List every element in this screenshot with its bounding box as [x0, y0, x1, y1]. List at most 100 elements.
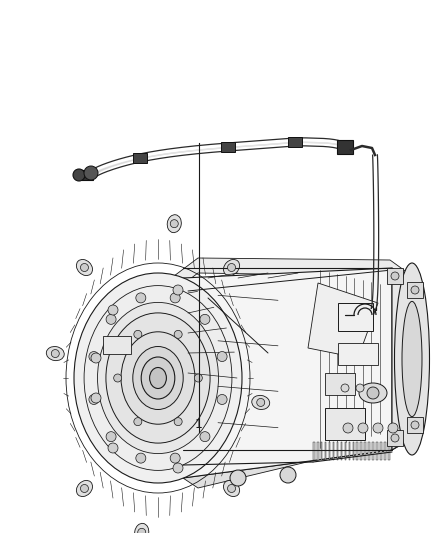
- Circle shape: [217, 394, 227, 405]
- Circle shape: [138, 528, 146, 533]
- Ellipse shape: [402, 301, 422, 417]
- Circle shape: [343, 423, 353, 433]
- Bar: [221, 142, 235, 152]
- Circle shape: [173, 463, 183, 473]
- Ellipse shape: [252, 395, 270, 409]
- Circle shape: [81, 484, 88, 492]
- Circle shape: [108, 443, 118, 453]
- Polygon shape: [317, 442, 318, 460]
- Circle shape: [174, 330, 182, 338]
- Polygon shape: [372, 442, 374, 460]
- Ellipse shape: [84, 286, 232, 471]
- Circle shape: [341, 384, 349, 392]
- Polygon shape: [341, 442, 342, 460]
- Circle shape: [173, 285, 183, 295]
- Ellipse shape: [134, 523, 149, 533]
- Ellipse shape: [121, 332, 195, 424]
- Polygon shape: [321, 442, 322, 460]
- Polygon shape: [376, 442, 378, 460]
- Bar: [288, 137, 302, 147]
- Circle shape: [170, 293, 180, 303]
- Polygon shape: [357, 442, 358, 460]
- Circle shape: [170, 453, 180, 463]
- Circle shape: [108, 305, 118, 315]
- Polygon shape: [308, 283, 378, 358]
- Circle shape: [373, 423, 383, 433]
- Bar: [337, 140, 353, 154]
- Bar: [338, 303, 373, 331]
- Circle shape: [106, 432, 116, 442]
- Circle shape: [170, 220, 178, 228]
- Polygon shape: [368, 442, 370, 460]
- Circle shape: [81, 263, 88, 271]
- Circle shape: [217, 352, 227, 361]
- Bar: [387, 430, 403, 446]
- Bar: [325, 373, 355, 395]
- Circle shape: [89, 352, 99, 361]
- Circle shape: [391, 434, 399, 442]
- Ellipse shape: [76, 260, 92, 276]
- Polygon shape: [183, 268, 392, 478]
- Polygon shape: [313, 442, 314, 460]
- Circle shape: [411, 421, 419, 429]
- Circle shape: [134, 330, 142, 338]
- Circle shape: [84, 166, 98, 180]
- Ellipse shape: [150, 367, 166, 389]
- Circle shape: [227, 484, 236, 492]
- Circle shape: [134, 418, 142, 426]
- Polygon shape: [158, 258, 408, 303]
- Bar: [325, 408, 365, 440]
- Circle shape: [358, 423, 368, 433]
- Circle shape: [136, 453, 146, 463]
- Ellipse shape: [46, 346, 64, 361]
- Bar: [81, 170, 93, 180]
- Circle shape: [91, 393, 101, 403]
- Polygon shape: [325, 442, 326, 460]
- Ellipse shape: [74, 273, 242, 483]
- Ellipse shape: [395, 263, 430, 455]
- Circle shape: [391, 272, 399, 280]
- Polygon shape: [183, 435, 420, 488]
- Circle shape: [230, 470, 246, 486]
- Circle shape: [411, 286, 419, 294]
- Bar: [133, 153, 147, 163]
- Bar: [407, 417, 423, 433]
- Circle shape: [257, 399, 265, 407]
- Circle shape: [388, 423, 398, 433]
- Bar: [103, 336, 131, 354]
- Bar: [387, 268, 403, 284]
- Text: 1: 1: [195, 418, 203, 432]
- Circle shape: [194, 374, 202, 382]
- Polygon shape: [360, 442, 362, 460]
- Circle shape: [89, 394, 99, 405]
- Circle shape: [356, 384, 364, 392]
- Polygon shape: [388, 442, 390, 460]
- Ellipse shape: [223, 260, 240, 276]
- Ellipse shape: [141, 357, 175, 399]
- Polygon shape: [364, 442, 366, 460]
- Bar: [338, 343, 378, 365]
- Polygon shape: [329, 442, 330, 460]
- Polygon shape: [380, 442, 382, 460]
- Ellipse shape: [359, 383, 387, 403]
- Polygon shape: [392, 268, 420, 450]
- Ellipse shape: [106, 313, 210, 443]
- Bar: [407, 282, 423, 298]
- Circle shape: [227, 263, 236, 271]
- Ellipse shape: [223, 480, 240, 497]
- Circle shape: [174, 418, 182, 426]
- Polygon shape: [345, 442, 346, 460]
- Circle shape: [73, 169, 85, 181]
- Circle shape: [280, 467, 296, 483]
- Circle shape: [51, 350, 59, 358]
- Circle shape: [200, 432, 210, 442]
- Polygon shape: [337, 442, 338, 460]
- Circle shape: [200, 314, 210, 325]
- Circle shape: [114, 374, 122, 382]
- Circle shape: [106, 314, 116, 325]
- Polygon shape: [333, 442, 334, 460]
- Ellipse shape: [167, 215, 181, 232]
- Ellipse shape: [98, 302, 219, 454]
- Polygon shape: [384, 442, 386, 460]
- Polygon shape: [349, 442, 350, 460]
